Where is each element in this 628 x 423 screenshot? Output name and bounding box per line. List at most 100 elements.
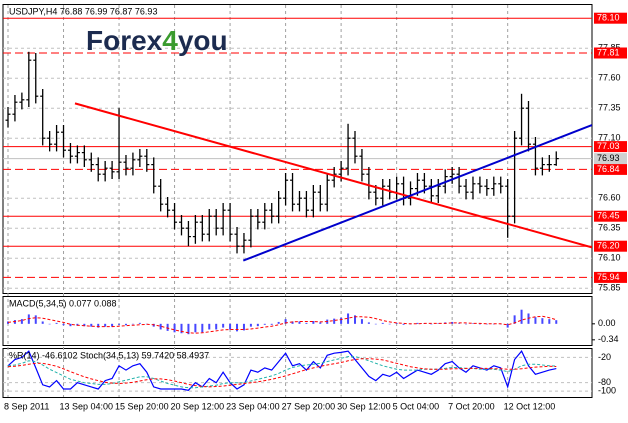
histogram-bar bbox=[360, 319, 363, 324]
price-label: 76.93 bbox=[597, 153, 620, 163]
x-tick-label: 23 Sep 04:00 bbox=[226, 401, 280, 411]
x-tick-label: 7 Oct 20:00 bbox=[448, 401, 495, 411]
histogram-bar bbox=[340, 317, 343, 324]
histogram-bar bbox=[187, 323, 190, 335]
panel-title: USDJPY,H4 76.88 76.99 76.87 76.93 bbox=[9, 6, 157, 16]
histogram-bar bbox=[312, 321, 315, 324]
histogram-bar bbox=[90, 323, 93, 327]
histogram-bar bbox=[430, 323, 433, 325]
histogram-bar bbox=[159, 323, 162, 330]
level-label: 76.20 bbox=[597, 241, 620, 251]
histogram-bar bbox=[118, 323, 121, 325]
histogram-bar bbox=[548, 319, 551, 324]
histogram-bar bbox=[27, 314, 30, 324]
histogram-bar bbox=[485, 323, 488, 325]
histogram-bar bbox=[465, 323, 468, 325]
histogram-bar bbox=[381, 322, 384, 324]
histogram-bar bbox=[131, 323, 134, 325]
histogram-bar bbox=[242, 323, 245, 331]
price-label-box bbox=[594, 153, 627, 165]
histogram-bar bbox=[124, 323, 127, 326]
level-label-box bbox=[594, 163, 627, 175]
x-tick-label: 12 Oct 12:00 bbox=[504, 401, 556, 411]
histogram-bar bbox=[83, 323, 86, 327]
histogram-bar bbox=[41, 321, 44, 324]
y-tick-label: 75.85 bbox=[598, 283, 621, 293]
histogram-bar bbox=[138, 322, 141, 324]
macd-panel bbox=[2, 296, 593, 346]
level-label: 76.45 bbox=[597, 211, 620, 221]
histogram-bar bbox=[48, 323, 51, 325]
histogram-bar bbox=[458, 323, 461, 324]
histogram-bar bbox=[256, 323, 259, 327]
y-tick-label: 77.60 bbox=[598, 73, 621, 83]
histogram-bar bbox=[194, 323, 197, 333]
logo-part: you bbox=[178, 25, 228, 56]
histogram-bar bbox=[471, 323, 474, 324]
histogram-bar bbox=[236, 323, 239, 332]
histogram-bar bbox=[347, 313, 350, 324]
histogram-bar bbox=[333, 318, 336, 324]
level-label-box bbox=[594, 210, 627, 222]
y-tick-label: 76.10 bbox=[598, 253, 621, 263]
histogram-bar bbox=[388, 323, 391, 325]
logo-part: 4 bbox=[162, 25, 178, 56]
x-tick-label: 5 Oct 04:00 bbox=[393, 401, 440, 411]
x-tick-label: 30 Sep 12:00 bbox=[337, 401, 391, 411]
main-panel bbox=[2, 4, 593, 294]
level-label-box bbox=[594, 141, 627, 153]
histogram-bar bbox=[277, 321, 280, 324]
histogram-bar bbox=[229, 323, 232, 330]
histogram-bar bbox=[520, 309, 523, 324]
histogram-bar bbox=[222, 323, 225, 328]
histogram-bar bbox=[291, 321, 294, 324]
y-tick-label: 77.10 bbox=[598, 133, 621, 143]
histogram-bar bbox=[534, 317, 537, 324]
histogram-bar bbox=[34, 315, 37, 324]
histogram-bar bbox=[513, 315, 516, 324]
histogram-bar bbox=[305, 322, 308, 324]
indicator-line bbox=[7, 315, 557, 334]
y-tick-label: 76.60 bbox=[598, 193, 621, 203]
histogram-bar bbox=[55, 322, 58, 324]
trend-line bbox=[242, 124, 592, 262]
histogram-bar bbox=[506, 323, 509, 328]
histogram-bar bbox=[201, 323, 204, 333]
level-label: 78.10 bbox=[597, 13, 620, 23]
histogram-bar bbox=[367, 322, 370, 324]
y-tick-label: -0.34 bbox=[598, 334, 619, 344]
histogram-bar bbox=[541, 318, 544, 324]
x-tick-label: 20 Sep 12:00 bbox=[171, 401, 225, 411]
histogram-bar bbox=[215, 323, 218, 330]
histogram-bar bbox=[402, 323, 405, 325]
histogram-bar bbox=[270, 323, 273, 325]
level-label-box bbox=[594, 47, 627, 59]
histogram-bar bbox=[249, 323, 252, 327]
x-tick-label: 27 Sep 20:00 bbox=[282, 401, 336, 411]
y-tick-label: 0.00 bbox=[598, 318, 616, 328]
histogram-bar bbox=[478, 323, 481, 325]
histogram-bar bbox=[166, 323, 169, 331]
trend-line bbox=[74, 102, 592, 249]
histogram-bar bbox=[284, 319, 287, 324]
panel-title: MACD(5,34,5) 0.077 0.088 bbox=[9, 298, 117, 308]
histogram-bar bbox=[263, 323, 266, 325]
x-tick-label: 15 Sep 20:00 bbox=[115, 401, 169, 411]
indicator-line bbox=[7, 349, 557, 391]
histogram-bar bbox=[7, 321, 9, 324]
level-label: 75.94 bbox=[597, 272, 620, 282]
wpr-panel bbox=[2, 348, 593, 398]
layer: 77.8577.6077.3577.1076.6076.3576.1075.85… bbox=[3, 5, 627, 411]
histogram-bar bbox=[20, 319, 23, 324]
histogram-bar bbox=[111, 323, 114, 327]
level-label: 77.03 bbox=[597, 141, 620, 151]
histogram-bar bbox=[555, 320, 558, 324]
histogram-bar bbox=[173, 323, 176, 333]
level-label: 76.84 bbox=[597, 164, 620, 174]
histogram-bar bbox=[69, 323, 72, 327]
histogram-bar bbox=[354, 315, 356, 324]
histogram-bar bbox=[298, 321, 301, 324]
histogram-bar bbox=[104, 323, 107, 327]
level-label-box bbox=[594, 271, 627, 283]
